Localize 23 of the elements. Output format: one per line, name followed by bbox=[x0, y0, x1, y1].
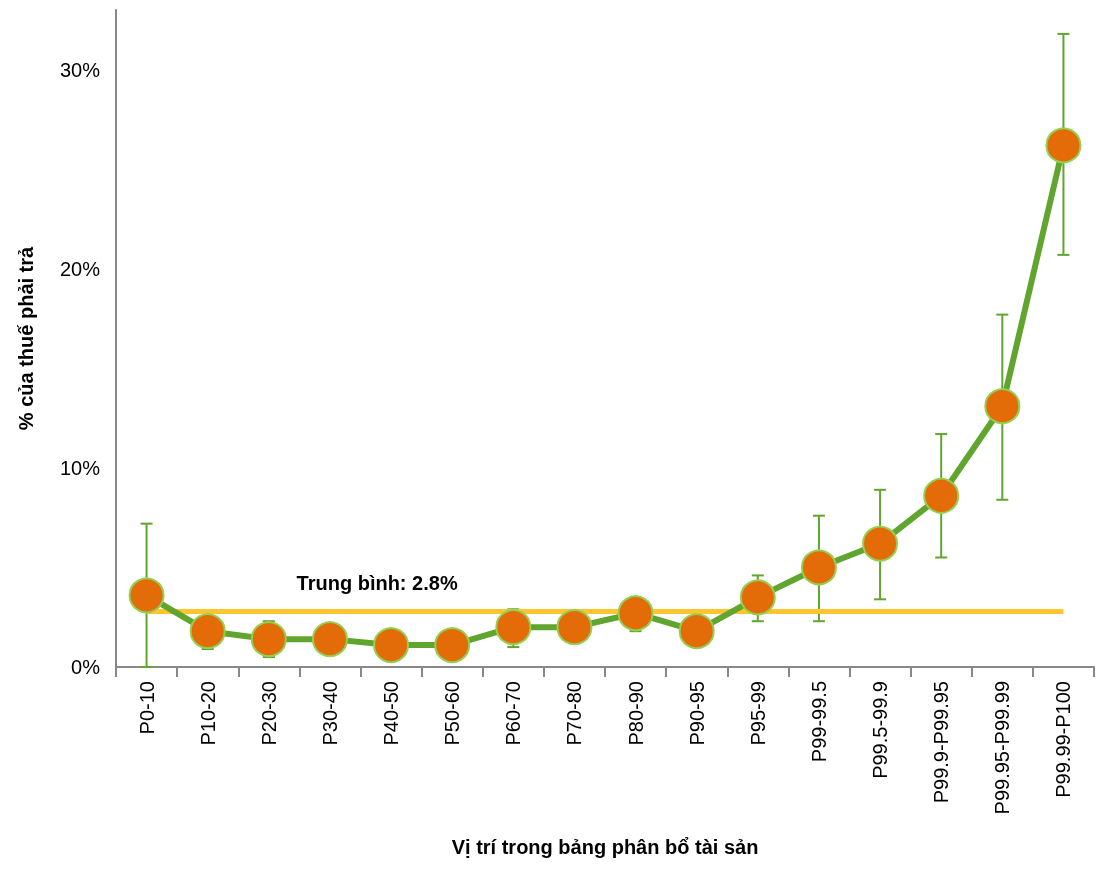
x-tick-label: P95-99 bbox=[746, 681, 769, 746]
x-tick-label: P60-70 bbox=[502, 681, 525, 746]
x-tick-label: P30-40 bbox=[318, 681, 341, 746]
x-tick-label: P10-20 bbox=[196, 681, 219, 746]
x-tick-label: P80-90 bbox=[624, 681, 647, 746]
x-tick-label: P99-99.5 bbox=[807, 681, 830, 763]
x-tick-label: P20-30 bbox=[257, 681, 280, 746]
y-tick-label: 30% bbox=[59, 58, 101, 81]
x-tick-label: P90-95 bbox=[685, 681, 708, 746]
x-tick-label: P70-80 bbox=[563, 681, 586, 746]
x-tick-label: P40-50 bbox=[380, 681, 403, 746]
x-axis-title: Vị trí trong bảng phân bổ tài sản bbox=[451, 836, 759, 858]
x-tick-label: P99.9-P99.95 bbox=[930, 681, 953, 804]
x-tick-label: P0-10 bbox=[135, 681, 158, 735]
x-tick-label: P50-60 bbox=[441, 681, 464, 746]
y-tick-label: 10% bbox=[59, 456, 101, 479]
x-tick-label: P99.99-P100 bbox=[1052, 681, 1075, 798]
y-tick-label: 20% bbox=[59, 257, 101, 280]
y-axis-title: % của thuế phải trả bbox=[15, 245, 37, 431]
x-tick-label: P99.5-99.9 bbox=[869, 681, 892, 779]
x-tick-label: P99.95-P99.99 bbox=[991, 681, 1014, 815]
y-tick-label: 0% bbox=[71, 656, 101, 678]
ref-line-label: Trung bình: 2.8% bbox=[296, 572, 458, 595]
